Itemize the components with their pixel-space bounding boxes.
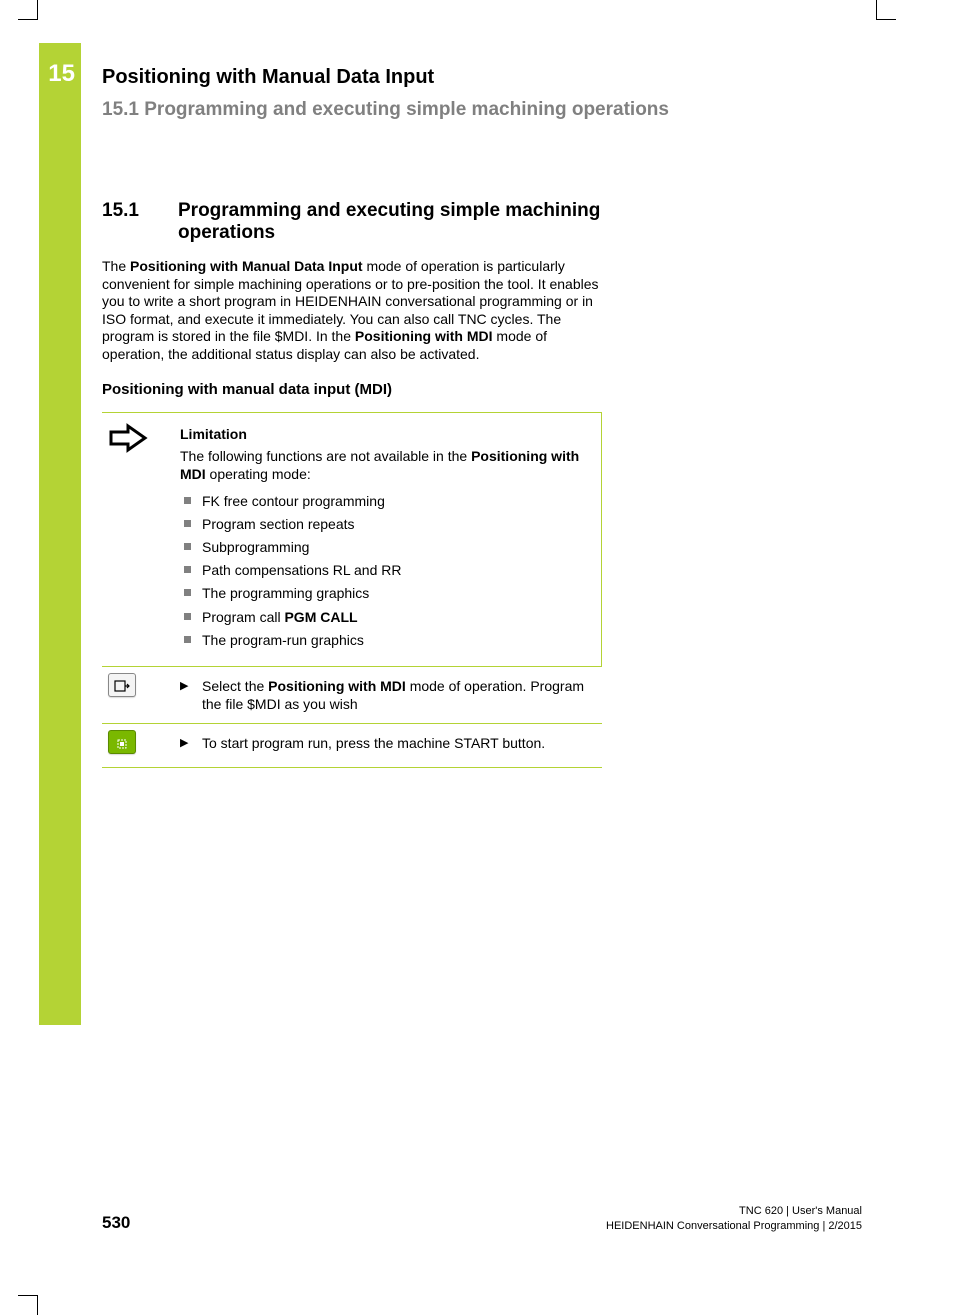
- mdi-key-icon: [108, 673, 136, 697]
- page-header: Positioning with Manual Data Input 15.1 …: [102, 66, 862, 121]
- page-footer: 530 TNC 620 | User's Manual HEIDENHAIN C…: [102, 1204, 862, 1233]
- step-row: ▶ Select the Positioning with MDI mode o…: [102, 667, 602, 724]
- footer-meta: TNC 620 | User's Manual HEIDENHAIN Conve…: [606, 1204, 862, 1233]
- step-row: ▶ To start program run, press the machin…: [102, 724, 602, 768]
- note-title: Limitation: [180, 425, 591, 443]
- page-number: 530: [102, 1213, 130, 1233]
- step-marker-icon: ▶: [180, 734, 202, 757]
- list-item: Program call PGM CALL: [180, 608, 591, 626]
- arrow-right-icon: [108, 440, 148, 457]
- section-heading: 15.1 Programming and executing simple ma…: [102, 200, 602, 244]
- crop-mark: [876, 0, 896, 20]
- page: 15 Positioning with Manual Data Input 15…: [0, 0, 954, 1315]
- list-item: Program section repeats: [180, 515, 591, 533]
- limitation-list: FK free contour programming Program sect…: [180, 492, 591, 649]
- start-key-icon: [108, 730, 136, 754]
- section-breadcrumb: 15.1 Programming and executing simple ma…: [102, 99, 862, 121]
- list-item: Subprogramming: [180, 538, 591, 556]
- section-title: Programming and executing simple machini…: [178, 200, 602, 244]
- step-text: To start program run, press the machine …: [202, 734, 545, 757]
- list-item: Path compensations RL and RR: [180, 561, 591, 579]
- step-icon-cell: [102, 667, 180, 723]
- chapter-number: 15: [39, 60, 81, 88]
- crop-mark: [18, 1295, 38, 1315]
- crop-mark: [18, 0, 38, 20]
- list-item: FK free contour programming: [180, 492, 591, 510]
- chapter-strip: [39, 43, 81, 1025]
- section-number: 15.1: [102, 200, 178, 244]
- note-icon-cell: [102, 413, 180, 666]
- step-marker-icon: ▶: [180, 677, 202, 713]
- subheading: Positioning with manual data input (MDI): [102, 381, 602, 398]
- step-text: Select the Positioning with MDI mode of …: [202, 677, 592, 713]
- intro-paragraph: The Positioning with Manual Data Input m…: [102, 258, 602, 363]
- step-list: ▶ Select the Positioning with MDI mode o…: [102, 667, 602, 768]
- list-item: The programming graphics: [180, 584, 591, 602]
- chapter-title: Positioning with Manual Data Input: [102, 66, 862, 89]
- note-lead: The following functions are not availabl…: [180, 447, 591, 483]
- page-body: 15.1 Programming and executing simple ma…: [102, 200, 602, 768]
- list-item: The program-run graphics: [180, 631, 591, 649]
- step-icon-cell: [102, 724, 180, 767]
- limitation-note: Limitation The following functions are n…: [102, 412, 602, 667]
